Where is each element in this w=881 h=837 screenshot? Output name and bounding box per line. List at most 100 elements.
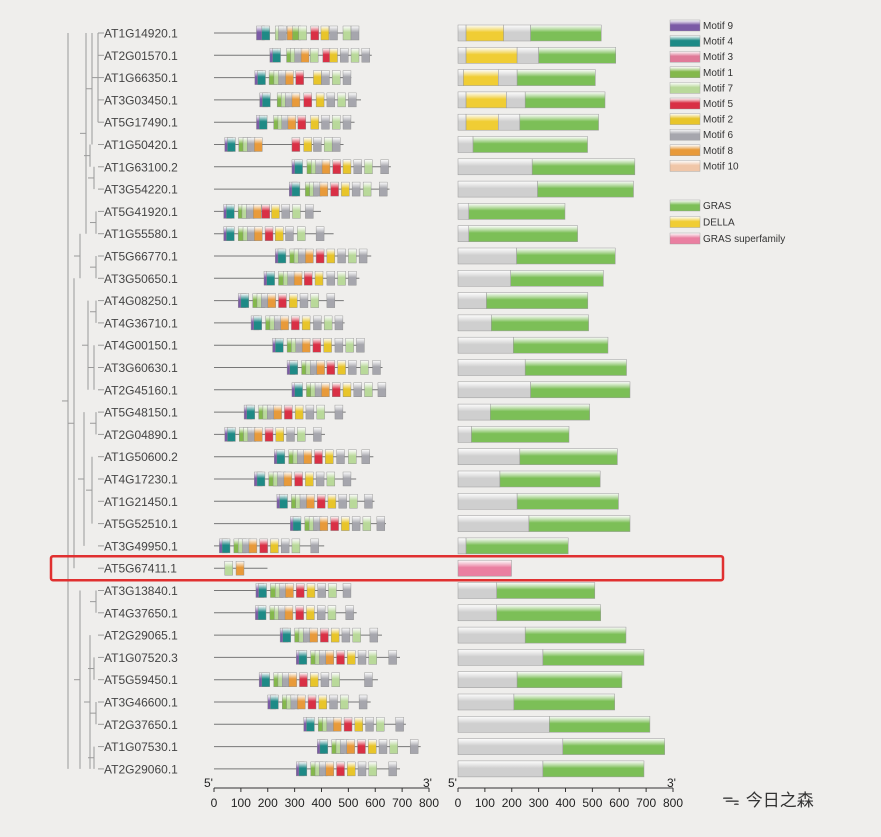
legend-swatch [669,82,701,94]
motif-2-box [330,627,340,643]
motif-2-box [318,694,327,710]
gene-row: AT2G29065.1 [104,626,627,644]
motif-4-box [256,471,266,487]
motif-8-box [319,181,329,197]
gene-row: AT2G01570.1 [104,47,617,64]
motif-6-box [315,471,325,487]
motif-5-box [336,650,345,665]
domain-gray-box [457,470,501,488]
gene-label: AT5G17490.1 [104,116,178,130]
motif-6-box [357,650,367,665]
gene-row: AT1G63100.2 [104,158,636,176]
motif-5-box [304,271,313,286]
motif-7-box [362,181,372,197]
motif-6-box [358,248,368,264]
motif-5-box [315,248,325,264]
gene-row: AT3G46600.1 [104,693,615,711]
domain-gras-box [528,515,631,532]
motif-4-box [306,717,315,732]
gene-label: AT1G14920.1 [104,27,178,41]
motif-6-box [326,271,336,286]
motif-8-box [254,427,263,442]
motif-4-box [257,605,267,620]
gene-row: AT1G07520.3 [104,649,645,666]
motif-7-box [323,137,333,152]
motif-2-box [327,494,337,509]
motif-7-box [349,494,358,509]
motif-6-box [305,404,315,420]
legend-swatch [669,128,701,141]
domain-gras-box [513,693,615,711]
motif-6-box [278,70,287,85]
motif-7-box [389,739,398,754]
domain-della-box [465,113,499,131]
motif-7-box [368,761,377,777]
motif-6-box [281,204,290,219]
domain-gras-box [524,359,627,376]
gene-label: AT4G37650.1 [104,606,178,620]
motif-8-box [285,70,294,85]
domain-gras-box [537,180,634,198]
motif-7-box [292,204,301,219]
motif-6-box [278,25,287,41]
motif-7-box [310,48,319,63]
gene-row: AT4G36710.1 [104,314,589,332]
motif-6-box [305,204,314,219]
motif-6-box [340,48,349,63]
phylogenetic-tree [62,32,104,770]
gene-row: AT5G67411.1 [104,559,512,577]
domain-legend: GRAS DELLA GRAS superfamily [669,199,785,245]
legend-swatch [669,35,701,47]
motif-8-box [297,694,306,710]
motif-6-box [361,449,370,464]
domain-gray-box [457,649,544,666]
gene-label: AT2G04890.1 [104,428,178,442]
motif-4-box [226,226,235,241]
motif-2-box [305,471,314,487]
motif-6-box [351,516,361,531]
gene-row: AT5G59450.1 [104,671,623,688]
motif-8-box [325,650,334,665]
legend-label: GRAS [703,201,732,212]
motif-8-box [305,248,314,264]
motif-8-box [346,739,355,754]
motif-6-box [298,248,307,264]
gene-row: AT2G29060.1 [104,760,645,778]
motif-2-box [342,382,352,397]
highlight-box [49,554,725,582]
left-scale-axis: 0 100 200 300 400 500 600 700 800 5' 3' [204,776,439,810]
motif-7-box [224,561,233,576]
motif-7-box [291,538,301,554]
motif-5-box [332,382,341,397]
motif-2-box [306,605,315,620]
motif-4-box [279,494,288,509]
motif-7-box [340,694,349,710]
domain-gras-box [496,604,601,622]
gene-row: AT3G50650.1 [104,270,604,287]
motif-7-box [348,449,357,464]
motif-5-box [259,538,268,554]
legend-swatch [669,113,701,125]
motif-8-box [325,761,334,777]
axis-tick-label: 100 [475,796,495,810]
motif-2-box [320,25,330,41]
motif-5-box [264,427,274,442]
motif-6-box [353,382,362,397]
gene-label: AT5G48150.1 [104,406,178,420]
motif-4-box [261,25,270,41]
motif-8-box [321,382,330,397]
domain-gras-box [496,582,596,599]
motif-5-box [314,449,323,464]
motif-2-box [354,717,363,732]
axis-tick-label: 700 [392,796,412,810]
motif-2-box [294,404,304,420]
motif-5-box [295,70,304,85]
domain-gray-box [457,537,467,555]
motif-8-box [284,605,294,620]
motif-2-box [270,538,279,554]
gene-row: AT5G41920.1 [104,203,566,220]
legend-swatch [669,232,701,245]
domain-gras-box [510,270,604,287]
motif-2-box [271,204,280,219]
gene-row: AT4G08250.1 [104,292,589,309]
